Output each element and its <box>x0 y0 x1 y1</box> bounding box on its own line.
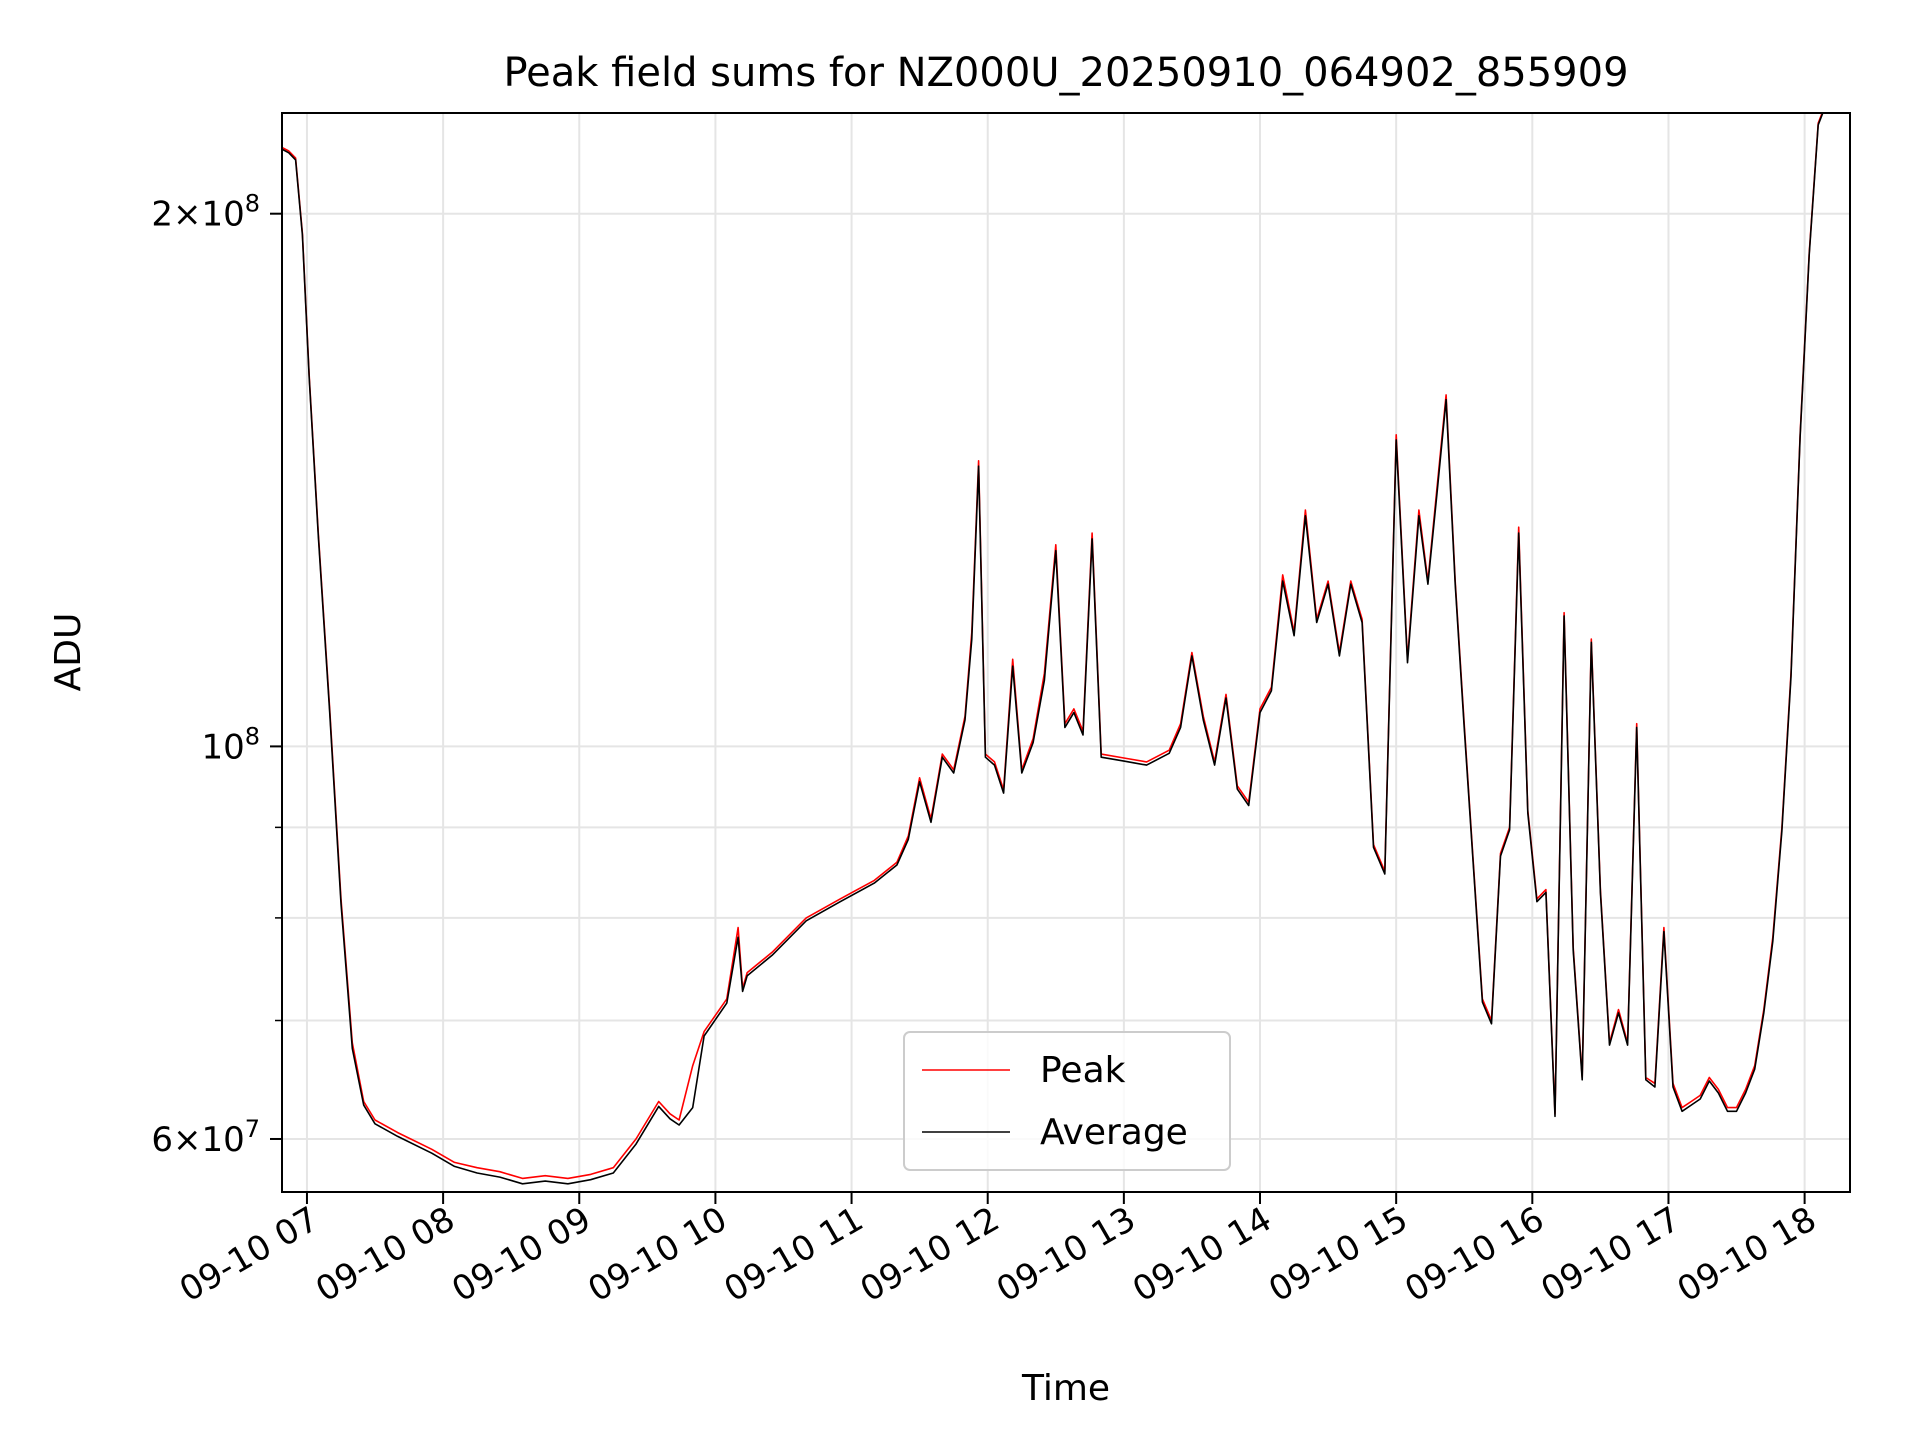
y-tick-label: 6×107 <box>151 1115 260 1160</box>
legend-average-label: Average <box>1040 1112 1188 1153</box>
plot-frame <box>281 112 1851 1193</box>
legend: Peak Average <box>903 1031 1231 1171</box>
y-tick-label: 2×108 <box>151 190 260 235</box>
series-layer <box>282 113 1824 1185</box>
legend-peak-label: Peak <box>1040 1050 1126 1091</box>
y-axis: 6×107 108 2×108 <box>151 190 282 1160</box>
y-axis-label: ADU <box>48 613 89 692</box>
legend-box <box>903 1031 1231 1171</box>
y-tick-label: 108 <box>201 722 260 767</box>
x-axis-label: Time <box>1021 1368 1110 1409</box>
chart-title: Peak field sums for NZ000U_20250910_0649… <box>503 50 1628 96</box>
series-line-average <box>282 113 1824 1185</box>
